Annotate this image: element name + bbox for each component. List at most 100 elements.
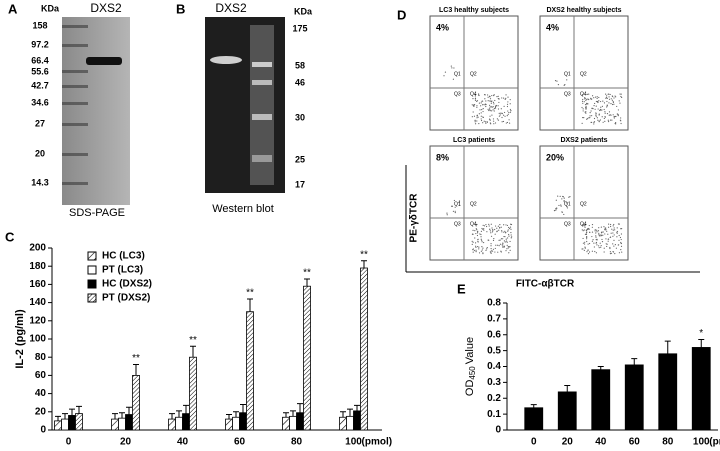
event-dot bbox=[603, 226, 605, 228]
event-dot bbox=[505, 94, 507, 96]
event-dot bbox=[444, 71, 447, 73]
significance: ** bbox=[360, 249, 368, 260]
event-dot bbox=[601, 235, 603, 237]
marker-label: 158 bbox=[32, 20, 47, 30]
event-dot bbox=[492, 229, 494, 231]
event-dot bbox=[474, 97, 477, 99]
event-dot bbox=[609, 93, 611, 96]
event-dot bbox=[599, 242, 601, 244]
event-dot bbox=[613, 245, 615, 247]
event-dot bbox=[600, 246, 602, 248]
event-dot bbox=[610, 98, 612, 100]
event-dot bbox=[492, 109, 494, 111]
blot-ladder bbox=[250, 25, 274, 185]
event-dot bbox=[600, 109, 602, 111]
event-dot bbox=[603, 108, 605, 111]
error-bar bbox=[119, 412, 125, 419]
event-dot bbox=[482, 116, 484, 118]
error-bar bbox=[530, 404, 537, 408]
quadrant-label: Q3 bbox=[564, 221, 571, 227]
event-dot bbox=[492, 106, 494, 108]
event-dot bbox=[474, 230, 476, 232]
event-dot bbox=[595, 100, 598, 103]
event-dot bbox=[499, 239, 501, 241]
error-bar bbox=[226, 414, 232, 420]
event-dot bbox=[487, 239, 489, 241]
event-dot bbox=[584, 103, 587, 106]
event-dot bbox=[594, 102, 596, 105]
marker-label: 20 bbox=[35, 148, 45, 158]
event-dot bbox=[607, 238, 610, 240]
event-dot bbox=[474, 119, 476, 122]
event-dot bbox=[487, 100, 489, 102]
lane-label: DXS2 bbox=[90, 1, 122, 15]
event-dot bbox=[612, 232, 614, 234]
event-dot bbox=[503, 97, 505, 99]
event-dot bbox=[458, 201, 460, 204]
event-dot bbox=[610, 225, 612, 228]
bar bbox=[282, 416, 290, 431]
event-dot bbox=[620, 117, 622, 119]
event-dot bbox=[489, 106, 491, 108]
marker-label: 30 bbox=[295, 112, 305, 122]
event-dot bbox=[586, 98, 588, 100]
error-bar bbox=[62, 413, 68, 420]
event-dot bbox=[619, 236, 622, 239]
y-axis-label: OD450 Value bbox=[464, 337, 477, 396]
event-dot bbox=[474, 237, 476, 239]
event-dot bbox=[494, 122, 497, 124]
event-dot bbox=[584, 247, 586, 249]
event-dot bbox=[494, 99, 496, 102]
event-dot bbox=[608, 102, 610, 104]
event-dot bbox=[491, 227, 493, 229]
quadrant-label: Q4 bbox=[470, 91, 477, 97]
event-dot bbox=[610, 102, 612, 105]
error-bar bbox=[76, 405, 82, 414]
event-dot bbox=[474, 95, 476, 97]
x-tick-label: 0 bbox=[531, 437, 537, 448]
event-dot bbox=[503, 114, 505, 116]
error-bar bbox=[183, 404, 189, 414]
event-dot bbox=[553, 209, 556, 212]
event-dot bbox=[616, 113, 618, 115]
flow-title: LC3 healthy subjects bbox=[439, 7, 509, 14]
event-dot bbox=[597, 101, 599, 103]
event-dot bbox=[616, 105, 618, 108]
event-dot bbox=[476, 229, 478, 231]
event-dot bbox=[508, 246, 510, 248]
event-dot bbox=[509, 103, 511, 105]
event-dot bbox=[586, 240, 588, 243]
event-dot bbox=[590, 97, 592, 99]
x-axis-label: (pmol) bbox=[709, 437, 720, 448]
quadrant-label: Q2 bbox=[470, 71, 477, 77]
bar bbox=[346, 415, 354, 431]
event-dot bbox=[476, 106, 478, 108]
event-dot bbox=[489, 95, 491, 98]
event-dot bbox=[620, 249, 622, 251]
event-dot bbox=[613, 227, 615, 229]
event-dot bbox=[591, 226, 593, 228]
y-tick-label: 100 bbox=[29, 334, 46, 345]
error-bar bbox=[631, 358, 638, 365]
event-dot bbox=[584, 224, 587, 226]
y-tick-label: 0 bbox=[40, 425, 46, 436]
event-dot bbox=[501, 112, 503, 114]
bar bbox=[339, 416, 347, 431]
event-dot bbox=[612, 229, 614, 231]
event-dot bbox=[493, 103, 495, 105]
marker-label: 55.6 bbox=[31, 66, 49, 76]
event-dot bbox=[507, 96, 509, 98]
event-dot bbox=[476, 114, 478, 116]
event-dot bbox=[509, 249, 511, 251]
panel-letter: E bbox=[457, 281, 466, 296]
event-dot bbox=[478, 113, 480, 115]
event-dot bbox=[505, 122, 507, 124]
event-dot bbox=[598, 100, 600, 102]
event-dot bbox=[606, 105, 608, 107]
event-dot bbox=[454, 206, 456, 208]
event-dot bbox=[563, 213, 565, 216]
event-dot bbox=[617, 223, 620, 225]
event-dot bbox=[593, 123, 595, 125]
event-dot bbox=[600, 231, 603, 234]
